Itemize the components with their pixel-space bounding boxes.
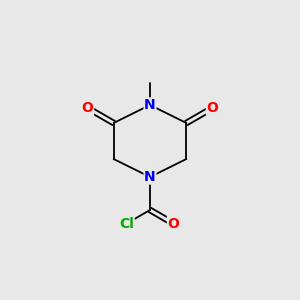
Text: Cl: Cl [119, 217, 134, 230]
Text: N: N [144, 98, 156, 112]
Text: O: O [82, 101, 94, 115]
Text: O: O [206, 101, 218, 115]
Text: N: N [144, 170, 156, 184]
Text: O: O [167, 217, 179, 230]
